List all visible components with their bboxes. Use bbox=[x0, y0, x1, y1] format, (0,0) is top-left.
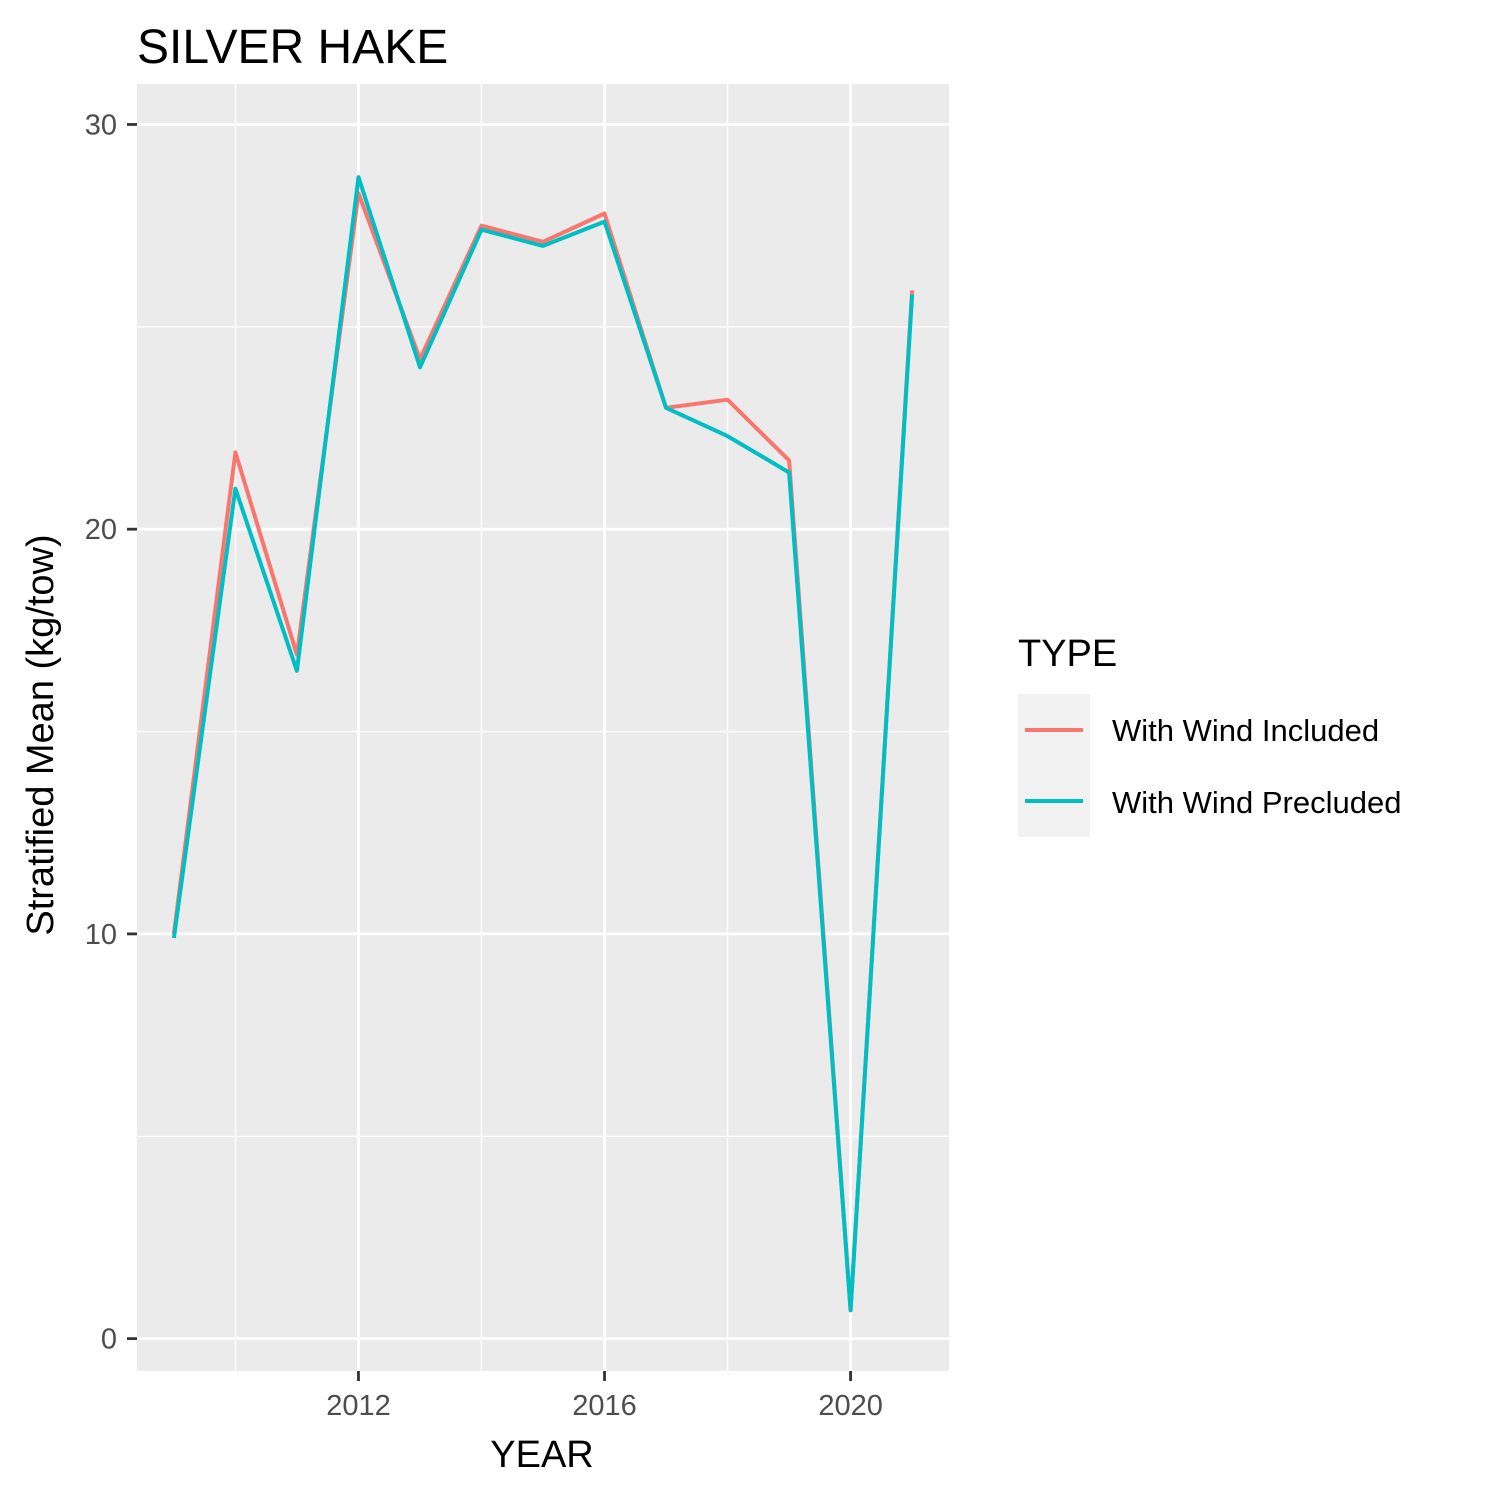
panel-background bbox=[137, 84, 949, 1371]
chart-title: SILVER HAKE bbox=[137, 21, 448, 74]
series-lines bbox=[171, 175, 915, 1313]
legend-label-with-wind-precluded: With Wind Precluded bbox=[1112, 785, 1401, 820]
legend-title: TYPE bbox=[1018, 633, 1117, 675]
x-axis-title: YEAR bbox=[490, 1434, 593, 1476]
y-axis-title: Stratified Mean (kg/tow) bbox=[20, 534, 62, 935]
x-tick-label: 2020 bbox=[818, 1390, 883, 1422]
series-line-with-wind-precluded bbox=[171, 175, 915, 1313]
legend: TYPE With Wind Included With Wind Preclu… bbox=[1018, 633, 1401, 837]
y-tick-label: 0 bbox=[101, 1324, 117, 1356]
y-tick-label: 10 bbox=[85, 919, 117, 951]
legend-label-with-wind-included: With Wind Included bbox=[1112, 713, 1379, 748]
legend-key-background bbox=[1018, 694, 1090, 837]
axes: 0 10 20 30 2012 2016 2020 bbox=[85, 109, 883, 1422]
y-tick-label: 30 bbox=[85, 109, 117, 141]
grid-lines bbox=[137, 84, 949, 1371]
y-tick-label: 20 bbox=[85, 514, 117, 546]
x-tick-label: 2012 bbox=[326, 1390, 391, 1422]
plot-panel bbox=[137, 84, 949, 1371]
x-tick-label: 2016 bbox=[572, 1390, 637, 1422]
